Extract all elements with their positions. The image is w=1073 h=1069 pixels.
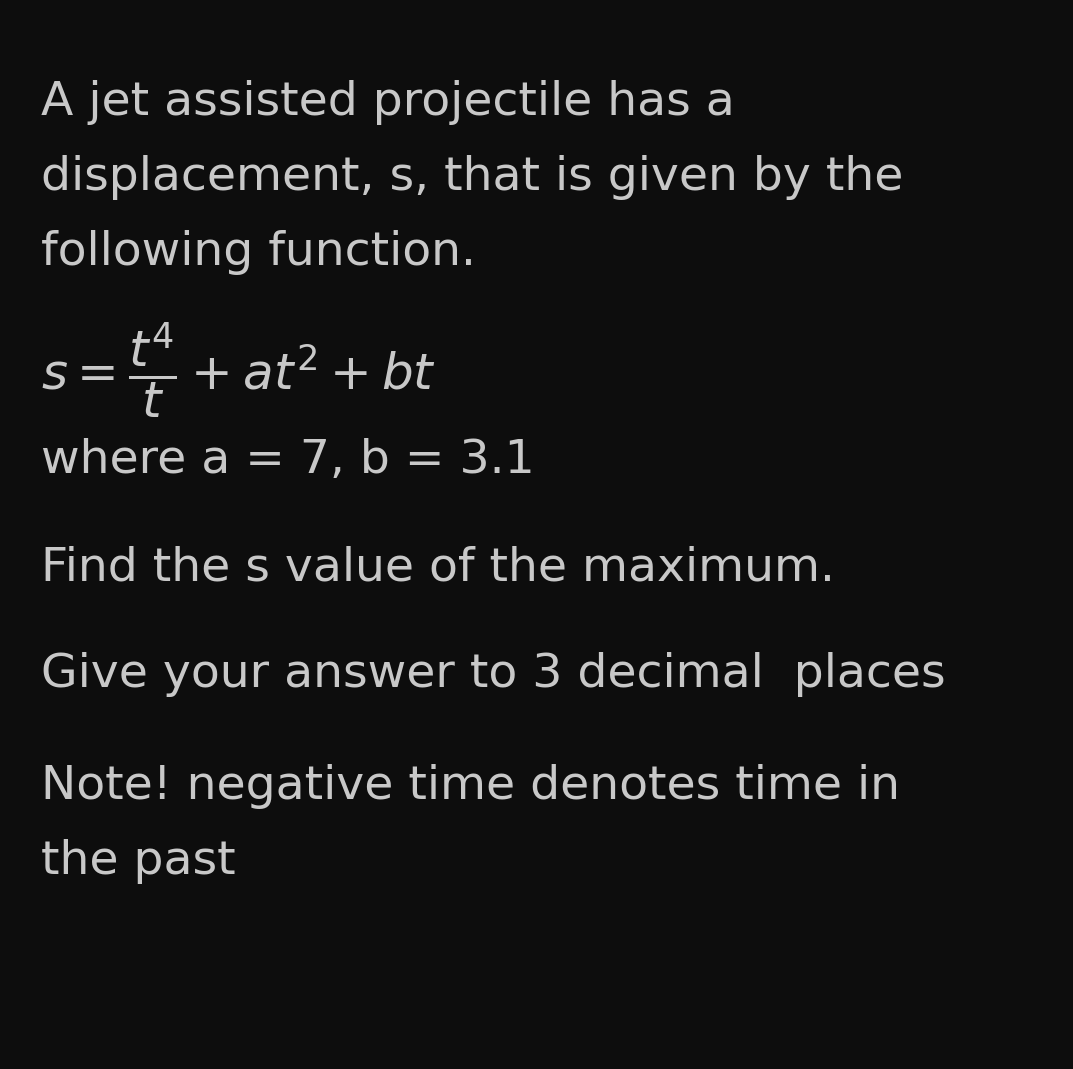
- Text: Find the s value of the maximum.: Find the s value of the maximum.: [41, 545, 835, 590]
- Text: displacement, s, that is given by the: displacement, s, that is given by the: [41, 155, 903, 200]
- Text: the past: the past: [41, 839, 235, 884]
- Text: A jet assisted projectile has a: A jet assisted projectile has a: [41, 80, 735, 125]
- Text: Give your answer to 3 decimal  places: Give your answer to 3 decimal places: [41, 652, 945, 697]
- Text: following function.: following function.: [41, 230, 475, 275]
- Text: where a = 7, b = 3.1: where a = 7, b = 3.1: [41, 438, 534, 483]
- Text: Note! negative time denotes time in: Note! negative time denotes time in: [41, 764, 900, 809]
- Text: $s = \dfrac{t^4}{t} + at^2 + bt$: $s = \dfrac{t^4}{t} + at^2 + bt$: [41, 321, 436, 421]
